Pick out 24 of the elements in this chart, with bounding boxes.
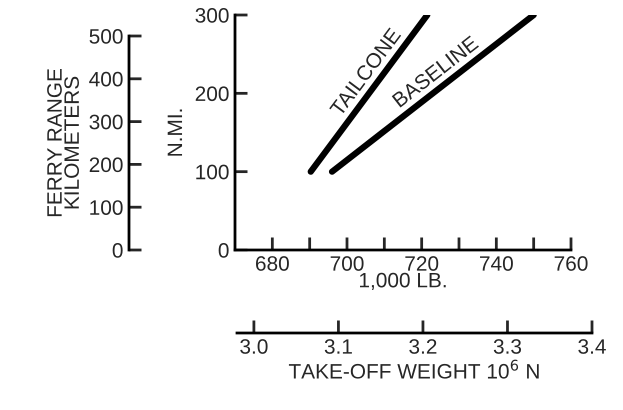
y2-tick-label: 100 [90,200,123,215]
y-axis-title: N.MI. [168,110,182,156]
x-axis-title: 1,000 LB. [360,272,446,290]
y-tick-label: 200 [196,86,229,102]
y2-tick-label: 500 [90,29,123,44]
y2-tick-label: 0 [112,243,123,258]
x-tick-label: 700 [330,256,364,271]
y2-tick-label: 400 [89,72,123,87]
x-tick-label: 740 [480,256,513,271]
y-tick-label: 0 [218,243,229,258]
x-tick-label: 760 [554,256,588,271]
x-tick-label: 680 [256,256,289,271]
x2-axis-title: TAKE-OFF WEIGHT 10$^{6}$ N [288,360,539,379]
x2-tick-label: 3.4 [578,339,606,354]
x2-tick-label: 3.2 [409,339,436,354]
y-tick-label: 100 [196,164,229,180]
y2-tick-label: 200 [90,157,123,172]
y2-axis-title: FERRY RANGE KILOMETERS [47,69,80,216]
y-tick-label: 300 [195,8,229,23]
y2-tick-label: 300 [89,114,123,130]
x2-tick-label: 3.0 [240,339,268,354]
x2-tick-label: 3.1 [324,339,352,354]
x-tick-label: 720 [405,256,438,271]
x2-tick-label: 3.3 [494,339,522,354]
